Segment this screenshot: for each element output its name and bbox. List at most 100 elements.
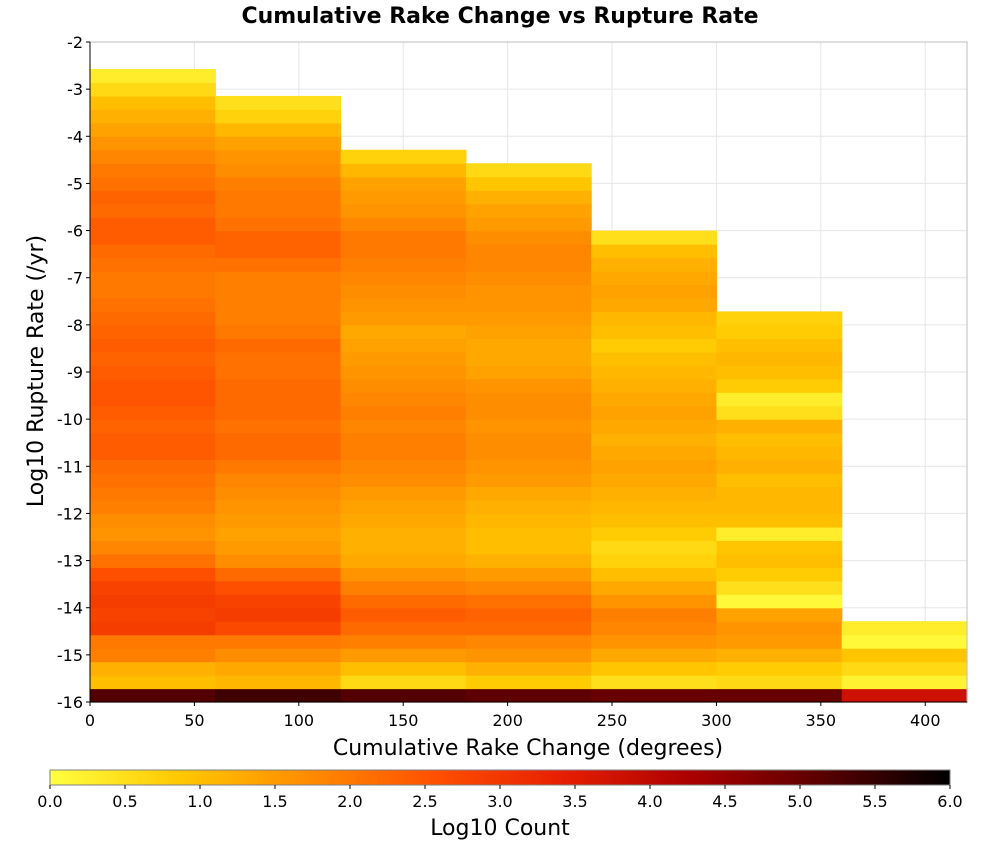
heatmap-cell (591, 648, 718, 663)
heatmap-cell (215, 540, 342, 555)
heatmap-cell (90, 82, 216, 97)
heatmap-cell (716, 567, 843, 582)
heatmap-cell (716, 513, 843, 528)
heatmap-cell (591, 540, 718, 555)
heatmap-cell (716, 580, 843, 595)
heatmap-cell (465, 688, 592, 703)
heatmap-cell (591, 675, 718, 690)
heatmap-cell (591, 621, 718, 636)
heatmap-cell (465, 419, 592, 434)
heatmap-cell (465, 271, 592, 286)
heatmap-cell (841, 688, 968, 703)
heatmap-cell (90, 553, 216, 568)
heatmap-cell (340, 661, 467, 676)
heatmap-cell (90, 311, 216, 326)
colorbar-tick-label: 4.0 (637, 792, 662, 811)
heatmap-cell (716, 459, 843, 474)
heatmap-cell (215, 392, 342, 407)
heatmap-cell (340, 271, 467, 286)
heatmap-cell (841, 634, 968, 649)
x-tick-label: 100 (284, 711, 315, 730)
heatmap-cell (716, 661, 843, 676)
heatmap-cell (215, 648, 342, 663)
heatmap-cell (465, 648, 592, 663)
heatmap-cell (465, 553, 592, 568)
heatmap-cell (465, 540, 592, 555)
heatmap-cell (90, 486, 216, 501)
heatmap-cell (90, 109, 216, 124)
heatmap-cell (215, 230, 342, 245)
heatmap-cell (716, 446, 843, 461)
y-tick-label: -14 (57, 599, 83, 618)
colorbar-tick-label: 5.0 (787, 792, 812, 811)
heatmap-cell (90, 271, 216, 286)
heatmap-cell (591, 634, 718, 649)
heatmap-cell (716, 338, 843, 353)
y-tick-label: -11 (57, 457, 83, 476)
heatmap-cell (340, 540, 467, 555)
heatmap-cell (90, 203, 216, 218)
heatmap-cell (215, 688, 342, 703)
heatmap-cell (215, 378, 342, 393)
heatmap-cell (340, 486, 467, 501)
x-tick-label: 50 (184, 711, 204, 730)
heatmap-cell (340, 607, 467, 622)
colorbar-tick-label: 0.5 (112, 792, 137, 811)
heatmap-cell (340, 149, 467, 164)
colorbar-tick-label: 2.0 (337, 792, 362, 811)
heatmap-cell (215, 257, 342, 272)
heatmap-cell (90, 513, 216, 528)
y-tick-label: -5 (67, 174, 83, 193)
heatmap-cell (465, 499, 592, 515)
heatmap-cell (90, 122, 216, 137)
heatmap-cell (591, 271, 718, 286)
heatmap-cell (340, 675, 467, 690)
heatmap-cell (90, 257, 216, 272)
heatmap-cell (340, 688, 467, 703)
heatmap-cell (90, 594, 216, 609)
heatmap-cell (90, 163, 216, 178)
colorbar-tick-label: 4.5 (712, 792, 737, 811)
colorbar-tick-label: 1.0 (187, 792, 212, 811)
heatmap-cell (215, 567, 342, 582)
x-tick-label: 250 (597, 711, 628, 730)
heatmap-cell (340, 297, 467, 313)
heatmap-cell (90, 297, 216, 313)
heatmap-cell (90, 446, 216, 461)
heatmap-cell (340, 513, 467, 528)
heatmap-cell (340, 419, 467, 434)
x-tick-label: 0 (85, 711, 95, 730)
heatmap-cell (591, 446, 718, 461)
heatmap-cell (716, 486, 843, 501)
heatmap-cell (340, 338, 467, 353)
heatmap-cell (591, 365, 718, 380)
heatmap-cell (716, 499, 843, 515)
heatmap-cell (340, 499, 467, 515)
heatmap-cell (716, 405, 843, 420)
heatmap-cell (716, 675, 843, 690)
heatmap-cell (465, 190, 592, 205)
colorbar-tick-label: 6.0 (937, 792, 962, 811)
heatmap-cell (465, 567, 592, 582)
heatmap-cell (90, 473, 216, 488)
heatmap-cell (90, 68, 216, 84)
heatmap-cell (340, 284, 467, 299)
x-tick-label: 150 (388, 711, 419, 730)
heatmap-cell (340, 311, 467, 326)
heatmap-cell (591, 432, 718, 447)
heatmap-cell (591, 324, 718, 339)
heatmap-cell (591, 688, 718, 703)
heatmap-cell (215, 311, 342, 326)
heatmap-cell (465, 392, 592, 407)
heatmap-cell (591, 513, 718, 528)
heatmap-cell (465, 580, 592, 595)
heatmap-cell (215, 621, 342, 636)
y-tick-label: -6 (67, 222, 83, 241)
heatmap-cell (340, 365, 467, 380)
colorbar-tick-label: 3.0 (487, 792, 512, 811)
y-tick-label: -12 (57, 504, 83, 523)
heatmap-cell (340, 648, 467, 663)
heatmap-cell (340, 526, 467, 541)
heatmap-cell (215, 607, 342, 622)
